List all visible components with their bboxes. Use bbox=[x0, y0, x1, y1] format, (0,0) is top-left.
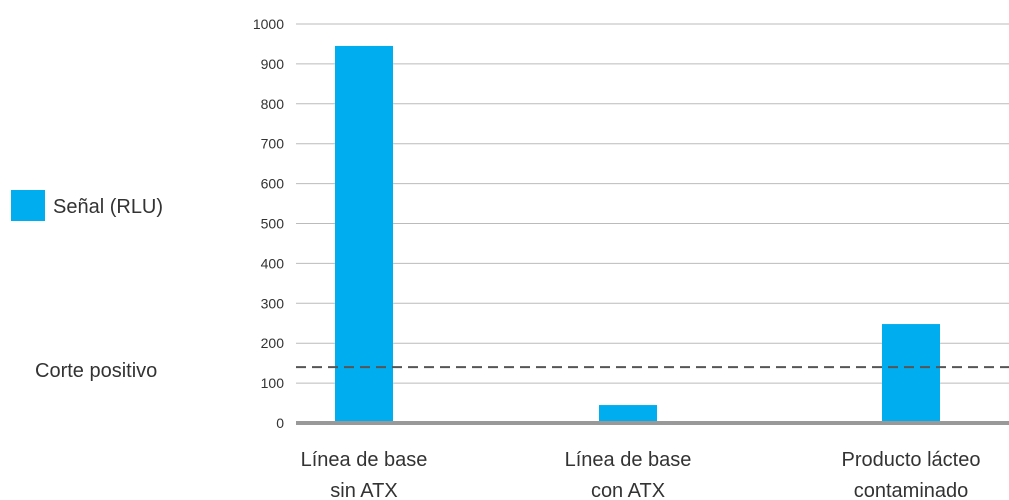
bar bbox=[335, 45, 393, 423]
x-axis-categories: Línea de base sin ATX Línea de base con ATX… bbox=[301, 449, 981, 500]
y-tick-label: 300 bbox=[261, 295, 285, 311]
x-category-label: Línea de base bbox=[565, 449, 692, 471]
y-tick-label: 200 bbox=[261, 335, 285, 351]
reference-line-label: Corte positivo bbox=[35, 360, 157, 382]
x-category-label: sin ATX bbox=[330, 480, 397, 500]
legend-swatch bbox=[11, 190, 45, 221]
bar bbox=[599, 405, 657, 423]
y-tick-label: 600 bbox=[261, 176, 285, 192]
x-category-label: Producto lácteo bbox=[842, 449, 981, 471]
gridlines bbox=[296, 23, 1009, 384]
x-category-label: con ATX bbox=[591, 480, 665, 500]
y-tick-label: 700 bbox=[261, 136, 285, 152]
legend-label: Señal (RLU) bbox=[53, 196, 163, 218]
y-tick-label: 400 bbox=[261, 255, 285, 271]
y-axis-ticks: 0 100 200 300 400 500 600 700 800 900 1000 bbox=[253, 16, 284, 431]
bars bbox=[335, 45, 940, 423]
y-tick-label: 500 bbox=[261, 216, 285, 232]
y-tick-label: 0 bbox=[276, 415, 284, 431]
y-tick-label: 900 bbox=[261, 56, 285, 72]
x-category-label: contaminado bbox=[854, 480, 969, 500]
legend: Señal (RLU) bbox=[11, 190, 163, 221]
y-tick-label: 1000 bbox=[253, 16, 284, 32]
x-category-label: Línea de base bbox=[301, 449, 428, 471]
y-tick-label: 800 bbox=[261, 96, 285, 112]
y-tick-label: 100 bbox=[261, 375, 285, 391]
bar bbox=[882, 324, 940, 423]
